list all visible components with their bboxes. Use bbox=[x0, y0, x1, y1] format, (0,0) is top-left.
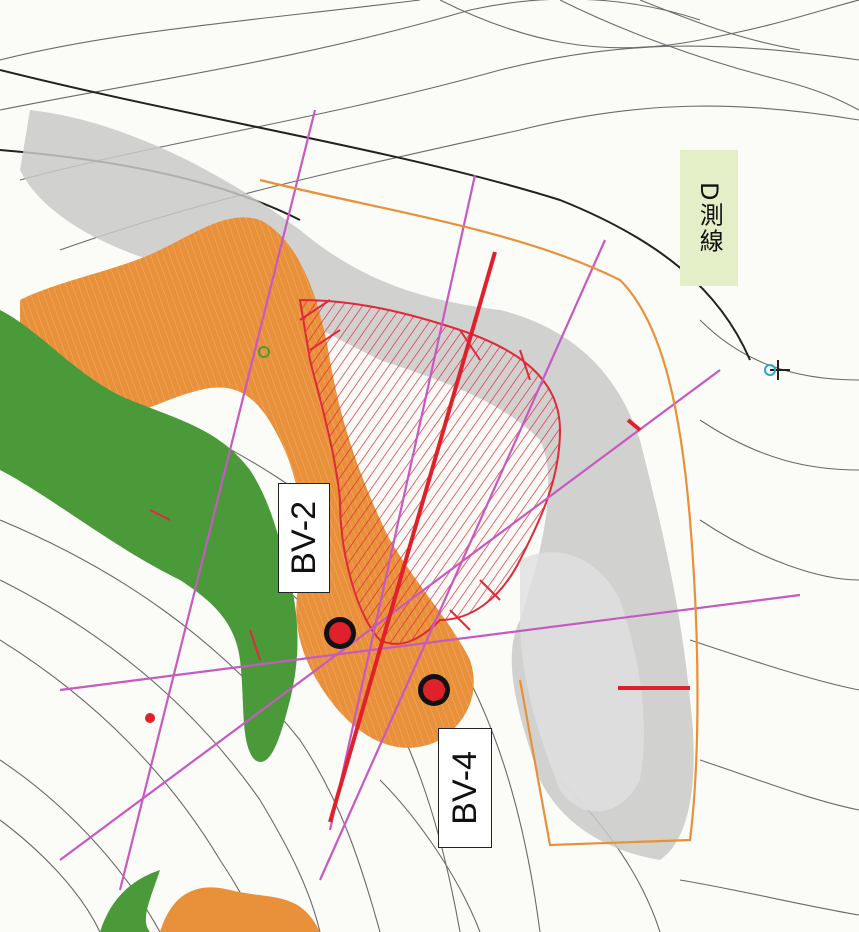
borehole-point-small bbox=[258, 346, 270, 358]
boundary-line bbox=[259, 178, 699, 847]
borehole-point-bv4 bbox=[418, 674, 450, 706]
orange-zone bbox=[20, 217, 474, 748]
label-bv4: BV-4 bbox=[438, 728, 492, 848]
label-d-line: D測線 bbox=[680, 150, 738, 286]
cross-section-line bbox=[328, 251, 497, 823]
label-bv4-text: BV-4 bbox=[446, 751, 484, 825]
north-arrow-icon bbox=[764, 360, 790, 380]
survey-lines bbox=[59, 109, 801, 891]
label-bv2-text: BV-2 bbox=[285, 501, 323, 575]
label-bv2: BV-2 bbox=[278, 483, 330, 593]
borehole-point-bv2 bbox=[324, 617, 356, 649]
orange-zone-lower bbox=[160, 887, 320, 932]
borehole-point-small bbox=[145, 713, 155, 723]
label-d-line-text: D測線 bbox=[695, 181, 724, 255]
red-marker-tick bbox=[626, 418, 642, 432]
gray-zone-light bbox=[520, 552, 644, 812]
green-zone-small bbox=[100, 870, 160, 932]
green-zone bbox=[0, 310, 298, 762]
